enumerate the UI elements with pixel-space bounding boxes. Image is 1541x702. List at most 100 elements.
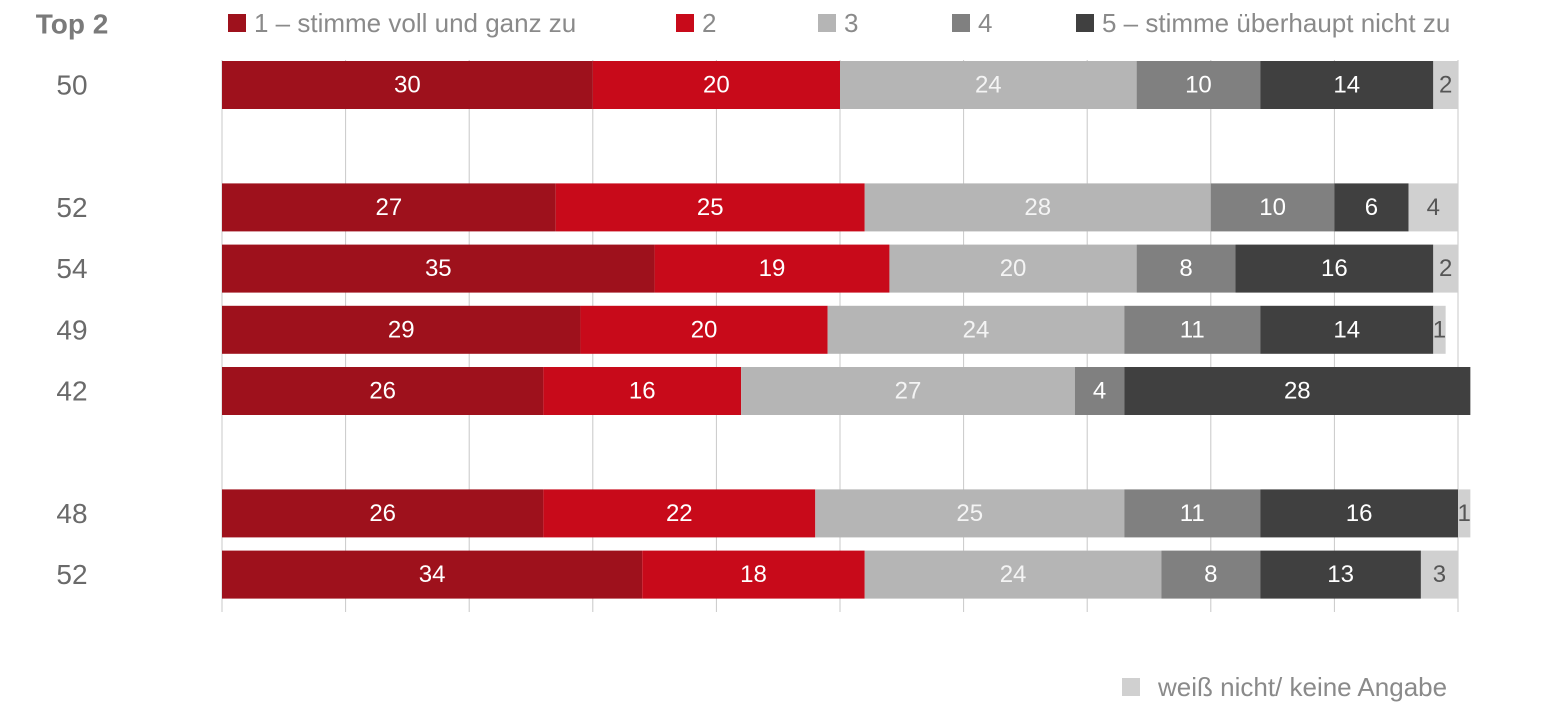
data-label: 30 [394, 72, 421, 99]
data-label: 34 [419, 561, 446, 588]
bar-segment [1420, 550, 1458, 599]
data-label: 29 [388, 316, 415, 343]
bar-segment [1433, 244, 1458, 293]
data-label: 3 [1433, 561, 1446, 588]
data-label: 24 [1000, 561, 1027, 588]
data-label: 19 [759, 255, 786, 282]
data-label: 10 [1259, 194, 1286, 221]
data-label: 6 [1365, 194, 1378, 221]
legend-label: 1 – stimme voll und ganz zu [254, 8, 576, 38]
bar-segment [1124, 489, 1261, 538]
legend-swatch [1122, 678, 1140, 696]
legend-swatch [818, 14, 836, 32]
data-label: 27 [895, 378, 922, 405]
bar-segment [222, 305, 581, 354]
data-label: 8 [1179, 255, 1192, 282]
bar-segment [222, 244, 655, 293]
bar-segment [543, 489, 816, 538]
data-label: 1 [1458, 500, 1471, 527]
bar-segment [1074, 367, 1125, 415]
data-label: 4 [1427, 194, 1440, 221]
data-label: 25 [956, 500, 983, 527]
data-label: 8 [1204, 561, 1217, 588]
bar-segment [1161, 550, 1261, 599]
bar-segment [543, 367, 742, 415]
data-label: 11 [1180, 500, 1205, 527]
data-label: 27 [376, 194, 403, 221]
bar-segment [1433, 61, 1458, 109]
bar-segment [889, 244, 1137, 293]
bar-segment [1433, 305, 1446, 354]
bar-segment [741, 367, 1075, 415]
bar-segment [1408, 183, 1458, 232]
data-label: 35 [425, 255, 452, 282]
bar-segment [222, 550, 643, 599]
bar-segment [1124, 305, 1261, 354]
top2-value: 42 [56, 376, 87, 407]
bar-segment [1260, 61, 1434, 109]
bar-segment [1260, 305, 1434, 354]
bar-segment [580, 305, 828, 354]
data-label: 13 [1327, 561, 1354, 588]
legend-swatch [676, 14, 694, 32]
data-label: 1 [1433, 316, 1446, 343]
bar-segment [815, 489, 1125, 538]
data-label: 14 [1333, 72, 1360, 99]
bar-segment [1235, 244, 1434, 293]
bar-segment [642, 550, 865, 599]
bar-segment [1260, 550, 1421, 599]
bar-segment [864, 183, 1211, 232]
bar-segment [1124, 367, 1471, 415]
data-label: 24 [963, 316, 990, 343]
top2-value: 52 [56, 559, 87, 590]
bar-segment [1136, 244, 1236, 293]
top2-value: 52 [56, 192, 87, 223]
top2-value: 48 [56, 498, 87, 529]
legend-label: 3 [844, 8, 858, 38]
legend-label: weiß nicht/ keine Angabe [1157, 672, 1447, 702]
data-label: 16 [1346, 500, 1373, 527]
top2-header: Top 2 [36, 9, 109, 40]
data-label: 14 [1333, 316, 1360, 343]
data-label: 20 [703, 72, 730, 99]
data-label: 28 [1284, 378, 1311, 405]
legend-swatch [1076, 14, 1094, 32]
bar-segment [840, 61, 1137, 109]
data-label: 10 [1185, 72, 1212, 99]
data-label: 20 [691, 316, 718, 343]
bar-segment [654, 244, 890, 293]
data-label: 2 [1439, 72, 1452, 99]
bar-segment [222, 367, 544, 415]
bar-segment [222, 183, 556, 232]
data-label: 11 [1180, 316, 1205, 343]
top2-value: 54 [56, 253, 87, 284]
data-label: 28 [1024, 194, 1051, 221]
data-label: 16 [629, 378, 656, 405]
legend-swatch [228, 14, 246, 32]
data-label: 18 [740, 561, 767, 588]
data-label: 25 [697, 194, 724, 221]
bar-segment [1334, 183, 1409, 232]
bar-segment [222, 61, 593, 109]
legend-swatch [952, 14, 970, 32]
data-label: 24 [975, 72, 1002, 99]
bar-segment [864, 550, 1162, 599]
bar-segment [1210, 183, 1335, 232]
bar-segment [1458, 489, 1471, 538]
data-label: 4 [1093, 378, 1106, 405]
top2-value: 49 [56, 314, 87, 345]
bar-segment [555, 183, 865, 232]
bar-segment [592, 61, 840, 109]
data-label: 20 [1000, 255, 1027, 282]
bar-segment [1260, 489, 1458, 538]
data-label: 16 [1321, 255, 1348, 282]
data-label: 22 [666, 500, 693, 527]
top2-value: 50 [56, 70, 87, 101]
legend-label: 2 [702, 8, 716, 38]
data-label: 26 [369, 378, 396, 405]
data-label: 26 [369, 500, 396, 527]
bar-segment [827, 305, 1125, 354]
legend-label: 4 [978, 8, 992, 38]
bar-segment [1136, 61, 1261, 109]
